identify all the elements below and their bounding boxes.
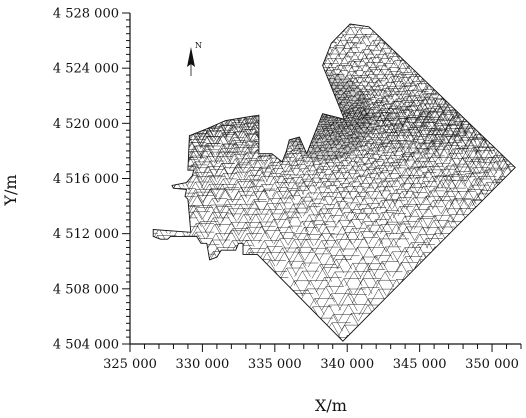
y-tick-label: 4 516 000 <box>53 172 119 187</box>
x-tick-label: 340 000 <box>320 357 374 372</box>
x-tick-label: 335 000 <box>248 357 302 372</box>
y-tick-label: 4 508 000 <box>53 282 119 297</box>
mesh-domain-fill <box>153 24 516 342</box>
x-tick-label: 325 000 <box>103 357 157 372</box>
mesh-layer <box>152 23 516 342</box>
y-tick-label: 4 504 000 <box>53 338 119 353</box>
north-arrow-icon: N <box>187 41 202 76</box>
north-arrow-label: N <box>195 41 202 50</box>
x-tick-label: 350 000 <box>465 357 519 372</box>
y-tick-label: 4 528 000 <box>53 7 119 22</box>
x-axis-title: X/m <box>315 396 347 415</box>
mesh-boundary <box>152 23 516 342</box>
tick-marks <box>122 12 522 352</box>
y-tick-label: 4 524 000 <box>53 62 119 77</box>
mesh-refinement-zone <box>280 71 371 162</box>
tick-labels: 325 000 330 000 335 000 340 000 345 000 350 0… <box>53 7 519 373</box>
y-tick-label: 4 512 000 <box>53 227 119 242</box>
x-tick-label: 330 000 <box>176 357 230 372</box>
y-axis-title: Y/m <box>1 174 20 206</box>
x-tick-label: 345 000 <box>393 357 447 372</box>
y-tick-label: 4 520 000 <box>53 117 119 132</box>
